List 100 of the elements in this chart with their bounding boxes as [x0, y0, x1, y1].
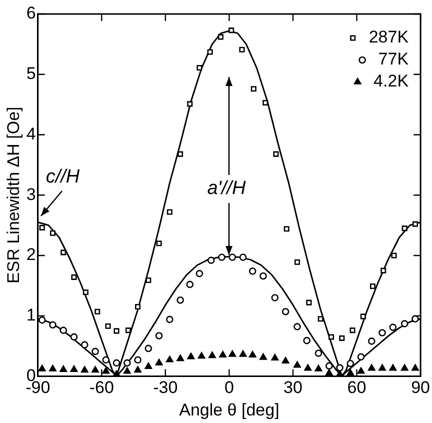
point [102, 356, 110, 364]
point [412, 315, 419, 322]
point [250, 86, 256, 92]
point [368, 364, 376, 371]
point [284, 226, 290, 232]
point [102, 367, 110, 374]
point [176, 354, 184, 362]
point [94, 308, 100, 314]
point [166, 356, 174, 362]
point [402, 226, 408, 232]
x-tick-label: 90 [411, 378, 430, 398]
point [187, 101, 193, 107]
point [60, 326, 68, 334]
point [71, 274, 77, 280]
x-tick-label: 60 [347, 378, 366, 398]
point [303, 336, 310, 344]
y-tick-label: 6 [26, 4, 36, 23]
legend-label: 287K [368, 28, 410, 47]
point [294, 259, 300, 265]
point [282, 356, 290, 364]
point [368, 338, 376, 345]
point [207, 256, 215, 264]
point [412, 364, 419, 371]
point [156, 240, 162, 246]
point [198, 352, 206, 359]
point [208, 352, 216, 358]
point [82, 290, 88, 296]
point [318, 316, 324, 322]
point [370, 283, 376, 290]
annotation: c//H [46, 166, 80, 188]
point [282, 308, 290, 316]
legend-label: 77K [378, 50, 410, 69]
point [294, 323, 301, 330]
x-axis-title: Angle θ [deg] [179, 400, 280, 420]
point [239, 254, 247, 261]
point [155, 332, 163, 340]
point [262, 100, 268, 106]
point [350, 328, 356, 334]
point [360, 314, 366, 320]
point [218, 34, 224, 40]
point [186, 280, 194, 288]
point [304, 364, 312, 371]
point [378, 329, 386, 336]
point [218, 254, 226, 261]
point [80, 366, 88, 373]
point [271, 294, 279, 302]
y-tick-label: 2 [26, 245, 36, 264]
point [228, 28, 234, 34]
point [378, 364, 386, 371]
point [144, 344, 152, 352]
point [38, 316, 46, 324]
point [49, 321, 56, 329]
point [125, 328, 131, 334]
point [166, 209, 172, 215]
point [80, 341, 88, 348]
x-tick-label: 30 [284, 378, 302, 398]
point [49, 364, 56, 372]
point [123, 367, 131, 374]
x-tick-label: 0 [224, 378, 234, 398]
point [134, 356, 142, 364]
point [336, 364, 344, 372]
point [112, 359, 120, 367]
point [144, 362, 152, 369]
x-tick-label: -60 [89, 378, 114, 398]
point [124, 359, 131, 367]
point [339, 335, 345, 341]
point [328, 334, 334, 340]
point [294, 361, 301, 368]
point [114, 328, 120, 334]
legend-label: 4.2K [374, 72, 410, 91]
point [346, 360, 354, 368]
point [50, 230, 56, 236]
point [105, 323, 111, 329]
point [39, 224, 45, 230]
point [346, 369, 354, 376]
point [306, 300, 312, 306]
point [70, 333, 78, 341]
point [248, 350, 256, 358]
point [389, 324, 397, 331]
point [400, 320, 408, 328]
point [228, 350, 236, 357]
y-tick-label: 4 [26, 124, 36, 144]
point [400, 364, 408, 371]
point [271, 354, 279, 360]
point [187, 352, 195, 360]
point [357, 367, 365, 374]
point [273, 151, 279, 157]
point [146, 277, 152, 283]
point [134, 366, 142, 373]
point [38, 364, 46, 372]
point [196, 270, 204, 278]
point [219, 350, 227, 358]
point [260, 353, 267, 360]
x-tick-label: -30 [153, 378, 178, 398]
point [92, 348, 99, 356]
point [239, 350, 247, 357]
point [412, 221, 418, 227]
point [178, 151, 184, 157]
point [248, 268, 256, 275]
point [239, 46, 245, 52]
